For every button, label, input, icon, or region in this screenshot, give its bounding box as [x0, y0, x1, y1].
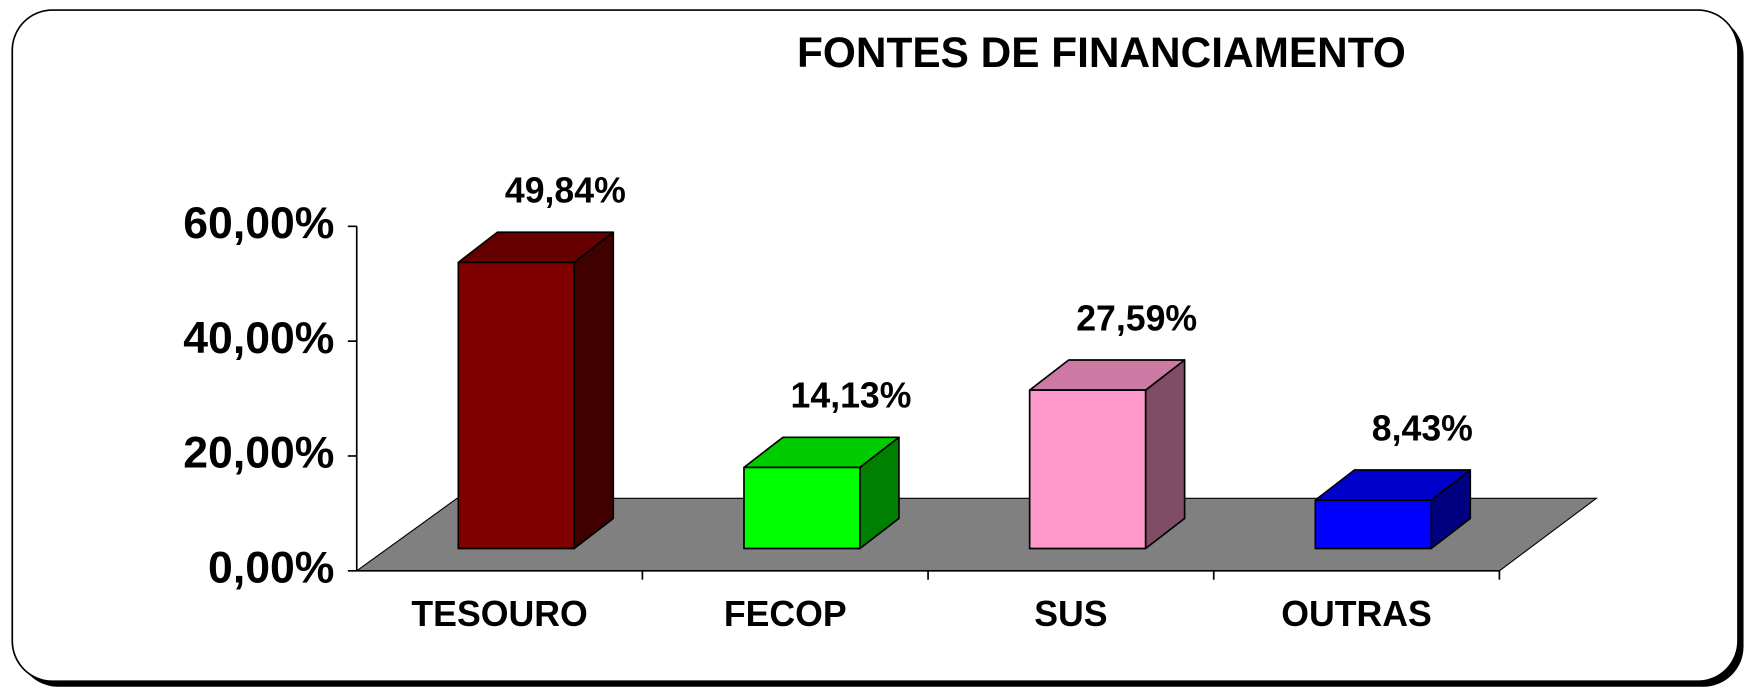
bar	[1028, 389, 1147, 550]
x-tick-label: SUS	[1034, 594, 1107, 634]
chart-title: FONTES DE FINANCIAMENTO	[797, 29, 1406, 76]
bar	[1314, 499, 1433, 550]
value-label: 27,59%	[1076, 298, 1197, 338]
x-tick-label: FECOP	[724, 594, 847, 634]
y-tick-label: 0,00%	[208, 544, 334, 593]
x-tick-label: OUTRAS	[1281, 594, 1432, 634]
y-tick-label: 40,00%	[183, 314, 334, 363]
bar-side	[1144, 359, 1186, 550]
y-tick-label: 20,00%	[183, 429, 334, 478]
value-label: 49,84%	[505, 171, 626, 211]
bar-side	[573, 231, 615, 550]
value-label: 8,43%	[1372, 408, 1473, 448]
bar	[743, 466, 861, 550]
value-label: 14,13%	[791, 376, 912, 416]
x-tick-label: TESOURO	[411, 594, 587, 634]
bar	[457, 261, 576, 550]
y-tick-label: 60,00%	[183, 199, 334, 248]
